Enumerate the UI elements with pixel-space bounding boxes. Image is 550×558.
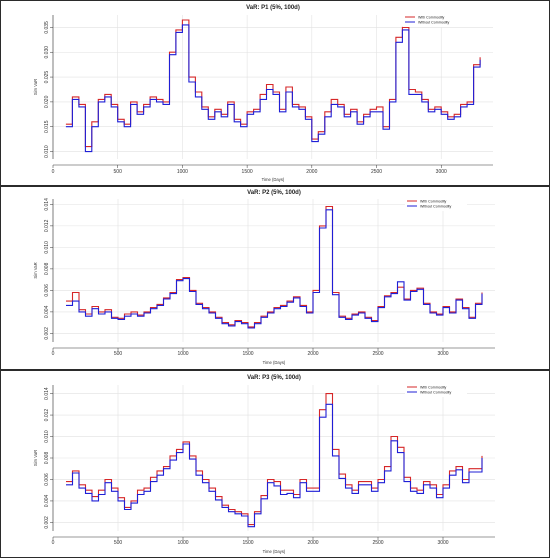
y-tick-label: 0.025 bbox=[44, 71, 50, 84]
x-tick-label: 0 bbox=[52, 169, 55, 175]
x-tick-label: 2500 bbox=[372, 351, 383, 357]
series-line-without-commodity bbox=[66, 209, 483, 329]
x-tick-label: 1000 bbox=[177, 540, 188, 546]
series-line-with-commodity bbox=[66, 205, 483, 328]
x-tick-label: 0 bbox=[52, 540, 55, 546]
legend-label: Without Commodity bbox=[420, 204, 452, 208]
x-tick-label: 3000 bbox=[437, 351, 448, 357]
y-tick-label: 0.004 bbox=[44, 305, 50, 318]
x-tick-label: 0 bbox=[52, 351, 55, 357]
x-axis-label: Time (Days) bbox=[263, 549, 286, 554]
legend-label: With Commodity bbox=[420, 385, 447, 389]
x-axis-label: Time (Days) bbox=[263, 360, 286, 365]
x-tick-label: 2500 bbox=[372, 540, 383, 546]
y-tick-label: 0.006 bbox=[44, 473, 50, 486]
series-line-without-commodity bbox=[66, 403, 483, 528]
x-tick-label: 1500 bbox=[242, 169, 253, 175]
legend-box bbox=[403, 13, 465, 27]
y-tick-label: 0.020 bbox=[44, 95, 50, 108]
y-tick-label: 0.002 bbox=[44, 327, 50, 340]
x-tick-label: 500 bbox=[114, 169, 123, 175]
legend-box bbox=[405, 383, 467, 397]
legend-label: Without Commodity bbox=[420, 390, 452, 394]
y-tick-label: 0.012 bbox=[44, 219, 50, 232]
x-tick-label: 1500 bbox=[242, 540, 253, 546]
chart-panel-p3: VaR: P3 (5%, 100d) 0 500 1000 1500 2000 2500 30… bbox=[0, 370, 550, 558]
chart-title: VaR: P1 (5%, 100d) bbox=[246, 5, 300, 11]
y-axis-label: Sim VaR bbox=[33, 262, 38, 278]
x-tick-label: 1000 bbox=[177, 169, 188, 175]
x-axis-label: Time (Days) bbox=[262, 177, 285, 182]
x-tick-label: 2000 bbox=[307, 351, 318, 357]
series-line-with-commodity bbox=[65, 19, 481, 148]
legend-label: With Commodity bbox=[418, 15, 445, 19]
x-tick-label: 500 bbox=[114, 351, 123, 357]
y-tick-label: 0.006 bbox=[44, 284, 50, 297]
y-tick-label: 0.004 bbox=[44, 494, 50, 507]
chart-p1-svg: VaR: P1 (5%, 100d) 0 500 1000 1500 2000 2500 30… bbox=[33, 5, 493, 182]
y-tick-label: 0.014 bbox=[44, 387, 50, 400]
x-tick-label: 1500 bbox=[242, 351, 253, 357]
legend-label: With Commodity bbox=[420, 199, 447, 203]
chart-title: VaR: P3 (5%, 100d) bbox=[247, 375, 301, 381]
chart-p2-svg: VaR: P2 (5%, 100d) 0 500 1000 1500 2000 2500 30… bbox=[33, 190, 495, 365]
y-tick-label: 0.002 bbox=[44, 516, 50, 529]
x-tick-label: 3000 bbox=[436, 169, 447, 175]
x-tick-label: 500 bbox=[114, 540, 123, 546]
legend-label: Without Commodity bbox=[418, 20, 450, 24]
chart-panel-p2: VaR: P2 (5%, 100d) 0 500 1000 1500 2000 2500 30… bbox=[0, 186, 550, 370]
legend-box bbox=[405, 197, 467, 211]
series-line-without-commodity bbox=[65, 24, 481, 153]
y-axis-label: Sim VaR bbox=[33, 79, 38, 95]
y-axis-label: Sim VaR bbox=[33, 450, 38, 466]
y-tick-label: 0.010 bbox=[44, 145, 50, 158]
chart-p3-svg: VaR: P3 (5%, 100d) 0 500 1000 1500 2000 2500 30… bbox=[33, 375, 495, 554]
x-tick-label: 2000 bbox=[306, 169, 317, 175]
x-tick-label: 3000 bbox=[437, 540, 448, 546]
y-tick-label: 0.010 bbox=[44, 430, 50, 443]
y-tick-label: 0.008 bbox=[44, 262, 50, 275]
y-tick-label: 0.035 bbox=[44, 21, 50, 34]
y-tick-label: 0.015 bbox=[44, 120, 50, 133]
y-tick-label: 0.012 bbox=[44, 409, 50, 422]
x-tick-label: 2000 bbox=[307, 540, 318, 546]
chart-panel-p1: VaR: P1 (5%, 100d) 0 500 1000 1500 2000 2500 30… bbox=[0, 0, 550, 186]
x-tick-label: 2500 bbox=[371, 169, 382, 175]
y-tick-label: 0.014 bbox=[44, 198, 50, 211]
x-tick-label: 1000 bbox=[177, 351, 188, 357]
y-tick-label: 0.008 bbox=[44, 452, 50, 465]
y-tick-label: 0.030 bbox=[44, 46, 50, 59]
y-tick-label: 0.010 bbox=[44, 241, 50, 254]
series-line-with-commodity bbox=[66, 393, 483, 526]
chart-title: VaR: P2 (5%, 100d) bbox=[247, 190, 301, 196]
